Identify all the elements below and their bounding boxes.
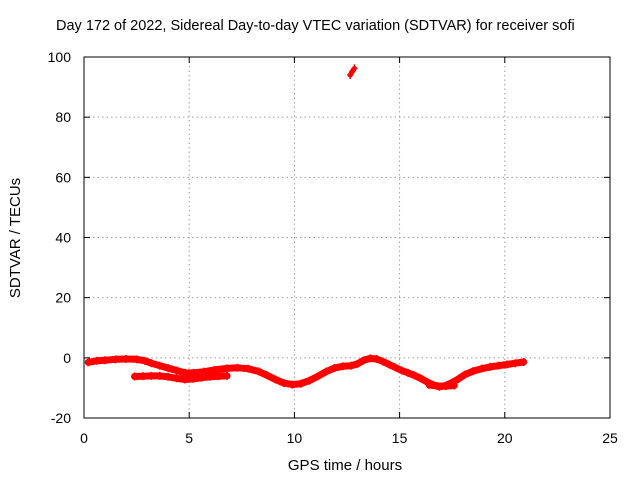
- series-band-2: [425, 381, 458, 390]
- data-point: [215, 372, 222, 381]
- data-point: [487, 362, 494, 371]
- y-tick-label: 100: [48, 49, 72, 65]
- x-tick-label: 15: [392, 430, 408, 446]
- y-tick-label: 80: [55, 109, 71, 125]
- data-point: [224, 371, 231, 380]
- data-point: [417, 374, 424, 383]
- chart-title: Day 172 of 2022, Sidereal Day-to-day VTE…: [56, 18, 575, 34]
- data-point: [142, 356, 149, 365]
- data-point: [373, 355, 380, 364]
- data-point: [351, 64, 358, 73]
- x-tick-label: 0: [80, 430, 88, 446]
- data-point: [331, 364, 338, 373]
- data-point: [478, 364, 485, 373]
- data-point: [156, 361, 163, 370]
- x-tick-label: 25: [602, 430, 618, 446]
- data-point: [512, 359, 519, 368]
- axis-ticks: 0 5 10 15 20 25 -20 0 20 40 60 80 100: [48, 49, 618, 446]
- y-axis-title: SDTVAR / TECUs: [7, 178, 24, 298]
- data-point: [156, 371, 163, 380]
- y-tick-label: 20: [55, 290, 71, 306]
- data-point: [173, 374, 180, 383]
- data-point: [495, 361, 502, 370]
- data-point: [398, 366, 405, 375]
- data-point: [165, 372, 172, 381]
- data-point: [190, 374, 197, 383]
- data-point: [112, 355, 119, 364]
- x-tick-label: 5: [185, 430, 193, 446]
- data-point: [379, 357, 386, 366]
- data-point: [85, 358, 92, 367]
- data-point: [264, 371, 271, 380]
- data-point: [306, 376, 313, 385]
- data-point: [411, 371, 418, 380]
- y-tick-label: -20: [51, 410, 71, 426]
- data-point: [181, 375, 188, 384]
- data-point: [314, 372, 321, 381]
- data-point: [234, 363, 241, 372]
- data-point: [297, 379, 304, 388]
- data-point: [139, 372, 146, 381]
- grid-lines: [84, 57, 610, 418]
- data-point: [131, 372, 138, 381]
- data-point: [392, 363, 399, 372]
- data-point: [520, 358, 527, 367]
- y-tick-label: 0: [63, 350, 71, 366]
- data-point: [93, 356, 100, 365]
- data-point: [360, 356, 367, 365]
- data-point: [198, 373, 205, 382]
- data-point: [133, 355, 140, 364]
- data-point: [354, 359, 361, 368]
- data-point: [322, 367, 329, 376]
- x-axis-title: GPS time / hours: [288, 457, 402, 474]
- x-tick-label: 10: [287, 430, 303, 446]
- data-point: [470, 367, 477, 376]
- data-point: [280, 379, 287, 388]
- data-point: [451, 381, 458, 390]
- data-point: [224, 364, 231, 373]
- y-tick-label: 40: [55, 230, 71, 246]
- data-point: [245, 364, 252, 373]
- data-point: [289, 380, 296, 389]
- data-point: [339, 362, 346, 371]
- data-point: [207, 372, 214, 381]
- data-point: [173, 366, 180, 375]
- data-point: [255, 367, 262, 376]
- data-point: [211, 365, 218, 374]
- data-point: [148, 371, 155, 380]
- data-point: [272, 375, 279, 384]
- data-point: [123, 355, 130, 364]
- data-point: [165, 364, 172, 373]
- data-point: [434, 382, 441, 391]
- data-point: [348, 361, 355, 370]
- data-point: [367, 354, 374, 363]
- data-point: [455, 374, 462, 383]
- data-point: [461, 370, 468, 379]
- data-point: [503, 360, 510, 369]
- data-point: [405, 368, 412, 377]
- data-point: [102, 356, 109, 365]
- data-point: [148, 359, 155, 368]
- data-points: [84, 64, 528, 391]
- data-point: [386, 360, 393, 369]
- data-point: [426, 380, 433, 389]
- x-tick-label: 20: [497, 430, 513, 446]
- data-point: [442, 382, 449, 391]
- y-tick-label: 60: [55, 169, 71, 185]
